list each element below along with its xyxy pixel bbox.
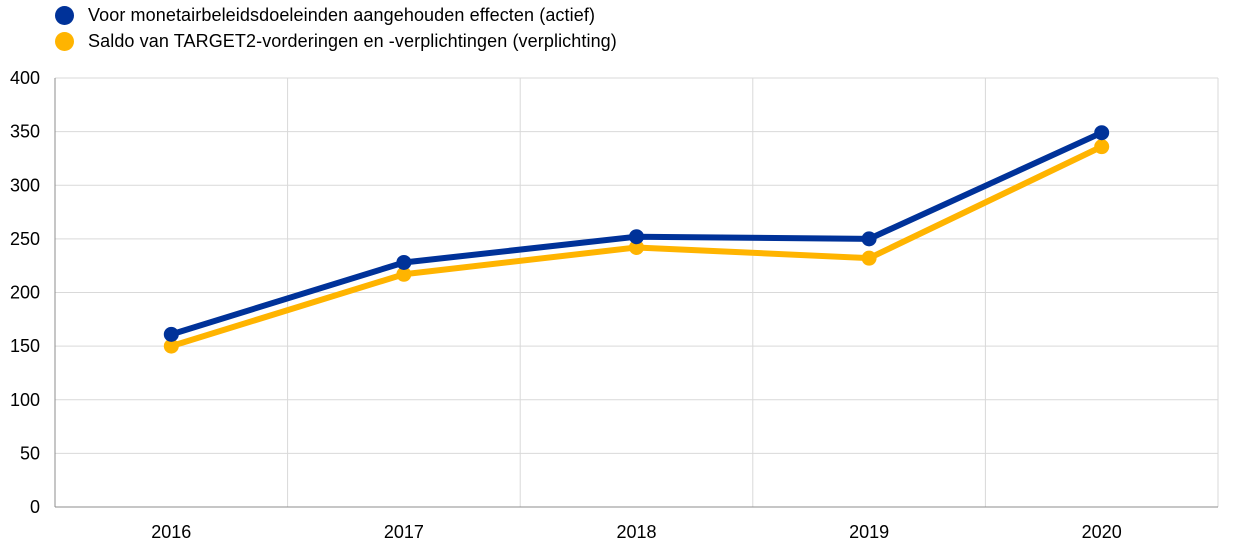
y-tick-label: 200 xyxy=(10,283,40,303)
data-point-series-1 xyxy=(1094,125,1110,141)
x-tick-label: 2018 xyxy=(616,522,656,542)
y-tick-label: 0 xyxy=(30,497,40,517)
legend-marker-series-2 xyxy=(55,31,74,51)
data-point-series-2 xyxy=(861,250,877,266)
legend-label-series-2: Saldo van TARGET2-vorderingen en -verpli… xyxy=(88,30,617,51)
y-tick-label: 300 xyxy=(10,175,40,195)
y-tick-label: 150 xyxy=(10,336,40,356)
x-tick-label: 2017 xyxy=(384,522,424,542)
legend-label-series-1: Voor monetairbeleidsdoeleinden aangehoud… xyxy=(88,4,596,25)
y-tick-label: 250 xyxy=(10,229,40,249)
x-tick-label: 2019 xyxy=(849,522,889,542)
y-tick-label: 400 xyxy=(10,68,40,88)
x-tick-label: 2016 xyxy=(151,522,191,542)
x-tick-label: 2020 xyxy=(1082,522,1122,542)
y-tick-label: 100 xyxy=(10,390,40,410)
legend: Voor monetairbeleidsdoeleinden aangehoud… xyxy=(55,2,617,54)
legend-item-series-1: Voor monetairbeleidsdoeleinden aangehoud… xyxy=(55,2,617,28)
data-point-series-1 xyxy=(396,254,412,270)
data-point-series-1 xyxy=(861,231,877,247)
data-point-series-2 xyxy=(163,338,179,354)
data-point-series-2 xyxy=(396,266,412,282)
data-point-series-1 xyxy=(629,229,644,245)
data-point-series-1 xyxy=(163,326,179,342)
y-tick-label: 50 xyxy=(20,443,40,463)
legend-item-series-2: Saldo van TARGET2-vorderingen en -verpli… xyxy=(55,28,617,54)
legend-marker-series-1 xyxy=(55,5,74,25)
data-point-series-2 xyxy=(629,239,644,255)
y-tick-label: 350 xyxy=(10,122,40,142)
data-point-series-2 xyxy=(1094,139,1110,155)
